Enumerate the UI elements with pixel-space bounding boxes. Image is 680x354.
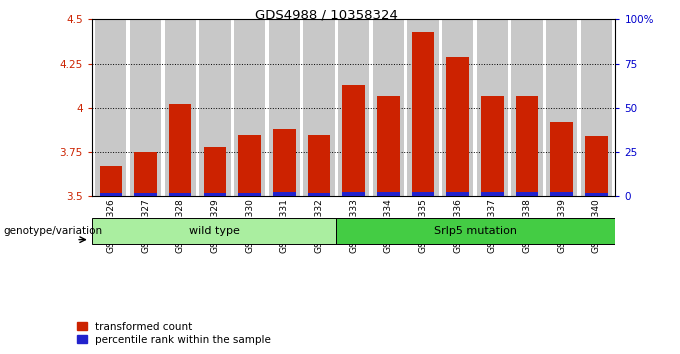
Bar [477,19,508,196]
Bar [130,19,161,196]
Bar [515,192,539,196]
Bar [169,193,192,196]
Bar [336,217,615,244]
Bar [238,193,261,196]
Bar [585,136,608,196]
Text: Srlp5 mutation: Srlp5 mutation [435,226,517,236]
Bar [95,19,126,196]
Bar [169,104,192,196]
Bar [234,19,265,196]
Bar [411,32,435,196]
Bar [446,192,469,196]
Bar [373,19,404,196]
Bar [99,193,122,196]
Bar [273,129,296,196]
Bar [92,217,336,244]
Text: genotype/variation: genotype/variation [3,226,103,236]
Bar [581,19,612,196]
Bar [546,19,577,196]
Bar [515,96,539,196]
Text: wild type: wild type [188,226,239,236]
Bar [411,192,435,196]
Bar [550,122,573,196]
Bar [307,193,330,196]
Bar [307,135,330,196]
Bar [442,19,473,196]
Bar [342,85,365,196]
Bar [134,193,157,196]
Legend: transformed count, percentile rank within the sample: transformed count, percentile rank withi… [73,317,275,349]
Bar [511,19,543,196]
Bar [203,147,226,196]
Text: GDS4988 / 10358324: GDS4988 / 10358324 [255,9,398,22]
Bar [342,192,365,196]
Bar [238,135,261,196]
Bar [481,192,504,196]
Bar [303,19,335,196]
Bar [203,193,226,196]
Bar [134,152,157,196]
Bar [165,19,196,196]
Bar [338,19,369,196]
Bar [99,166,122,196]
Bar [550,192,573,196]
Bar [446,57,469,196]
Bar [377,192,400,196]
Bar [585,193,608,196]
Bar [407,19,439,196]
Bar [377,96,400,196]
Bar [269,19,300,196]
Bar [199,19,231,196]
Bar [481,96,504,196]
Bar [273,192,296,196]
